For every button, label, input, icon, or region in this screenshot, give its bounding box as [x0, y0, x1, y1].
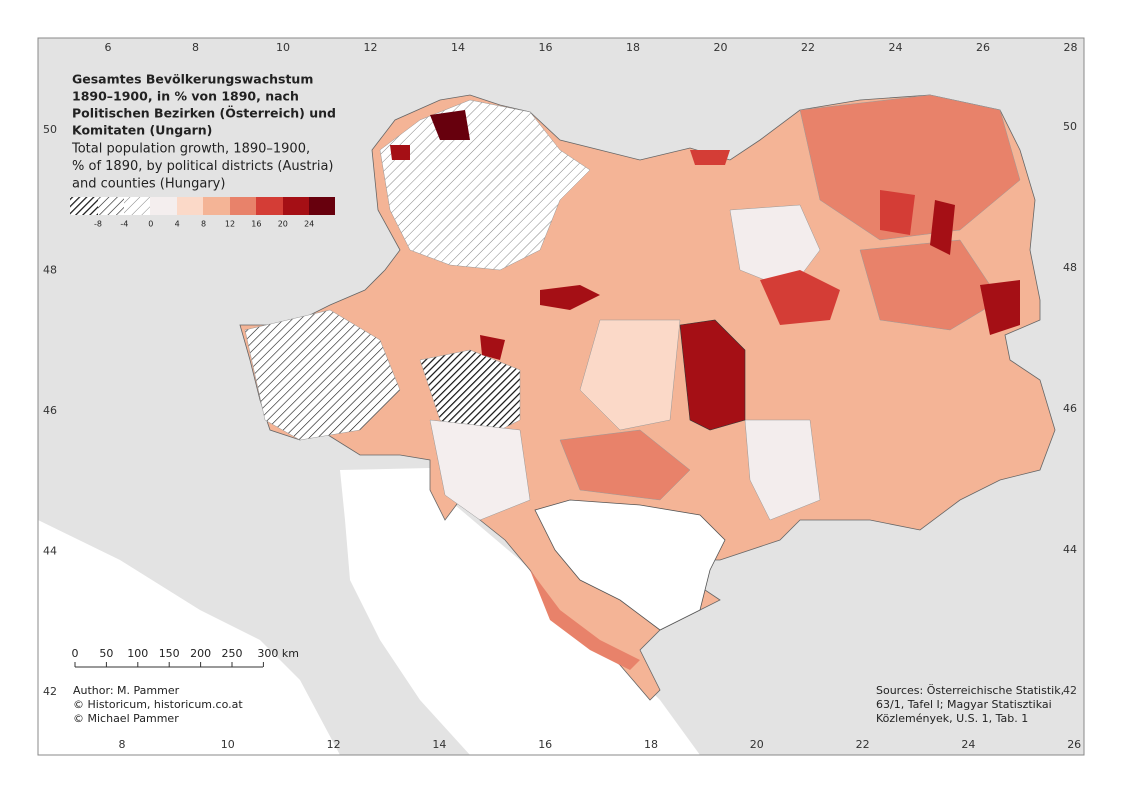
latitude-label: 42: [43, 685, 57, 698]
galicia: [799, 94, 1021, 241]
legend-label: 4: [175, 220, 180, 229]
latitude-label: 46: [43, 404, 57, 417]
longitude-label: 22: [856, 738, 870, 751]
district-mid: [559, 429, 691, 501]
dalmatia: [530, 570, 640, 670]
district-red: [980, 280, 1020, 335]
credit-line: Author: M. Pammer: [73, 684, 180, 697]
longitude-label: 6: [105, 41, 112, 54]
longitude-label: 22: [801, 41, 815, 54]
sea: [38, 520, 340, 755]
longitude-label: 12: [364, 41, 378, 54]
carinthia: [419, 349, 521, 441]
latitude-label: 50: [43, 123, 57, 136]
source-line: Közlemények, U.S. 1, Tab. 1: [876, 712, 1028, 725]
longitude-label: 24: [961, 738, 975, 751]
longitude-label: 8: [119, 738, 126, 751]
legend-label: -4: [120, 220, 128, 229]
district-red: [930, 200, 955, 255]
longitude-label: 18: [644, 738, 658, 751]
longitude-label: 18: [626, 41, 640, 54]
longitude-label: 10: [276, 41, 290, 54]
district-red: [390, 145, 410, 160]
latitude-label: 48: [43, 264, 57, 277]
longitude-label: 14: [451, 41, 465, 54]
longitude-label: 8: [192, 41, 199, 54]
legend-label: 20: [278, 220, 288, 229]
district-red: [760, 270, 840, 325]
longitude-label: 28: [1064, 41, 1078, 54]
legend-label: 16: [251, 220, 261, 229]
title-line: 1890–1900, in % von 1890, nach: [72, 89, 299, 104]
district-pale: [729, 204, 821, 291]
longitude-label: 14: [432, 738, 446, 751]
legend-swatch: [124, 197, 150, 215]
subtitle-line: and counties (Hungary): [72, 177, 225, 192]
map-frame: [37, 37, 1085, 756]
latitude-label: 50: [1063, 120, 1077, 133]
scale-label: 50: [99, 647, 113, 660]
latitude-label: 44: [43, 545, 57, 558]
tyrol: [244, 309, 401, 441]
subtitle-line: % of 1890, by political districts (Austr…: [72, 159, 333, 174]
map: [38, 38, 1084, 755]
scale-label: 0: [72, 647, 79, 660]
longitude-label: 26: [1067, 738, 1081, 751]
district-red: [690, 150, 730, 165]
scale-label: 300 km: [257, 647, 299, 660]
longitude-label: 16: [538, 738, 552, 751]
legend-swatch: [203, 197, 230, 215]
scale-label: 200: [190, 647, 211, 660]
legend: [70, 197, 335, 215]
legend-swatch: [98, 197, 124, 215]
title-line: Politischen Bezirken (Österreich) und: [72, 106, 336, 121]
legend-label: 0: [148, 220, 153, 229]
district-darkest: [430, 110, 470, 140]
legend-swatch: [70, 197, 98, 215]
legend-label: 24: [304, 220, 314, 229]
legend-swatch: [230, 197, 256, 215]
legend-label: -8: [94, 220, 102, 229]
bosnia: [534, 499, 726, 631]
longitude-label: 10: [221, 738, 235, 751]
credit-line: © Historicum, historicum.co.at: [73, 698, 243, 711]
adriatic-sea: [340, 468, 700, 755]
district-light: [579, 319, 681, 431]
scale-label: 250: [222, 647, 243, 660]
district-pale: [744, 419, 821, 521]
latitude-label: 46: [1063, 402, 1077, 415]
credit-line: © Michael Pammer: [73, 712, 179, 725]
legend-swatch: [256, 197, 283, 215]
vienna-region: [540, 285, 600, 310]
subtitle-line: Total population growth, 1890–1900,: [71, 142, 310, 157]
longitude-label: 20: [750, 738, 764, 751]
source-line: Sources: Österreichische Statistik,: [876, 684, 1064, 697]
source-line: 63/1, Tafel I; Magyar Statisztikai: [876, 698, 1052, 711]
carniola: [429, 419, 531, 521]
legend-swatch: [150, 197, 177, 215]
legend-swatch: [283, 197, 309, 215]
scale-label: 100: [127, 647, 148, 660]
legend-swatch: [177, 197, 203, 215]
longitude-label: 26: [976, 41, 990, 54]
scale-label: 150: [159, 647, 180, 660]
budapest-region: [679, 319, 746, 431]
longitude-label: 16: [539, 41, 553, 54]
latitude-label: 48: [1063, 261, 1077, 274]
longitude-label: 24: [889, 41, 903, 54]
legend-label: 12: [225, 220, 235, 229]
legend-label: 8: [201, 220, 206, 229]
legend-swatch: [309, 197, 335, 215]
title-line: Gesamtes Bevölkerungswachstum: [72, 72, 313, 87]
district-red: [480, 335, 505, 360]
district-red: [880, 190, 915, 235]
latitude-label: 44: [1063, 543, 1077, 556]
latitude-label: 42: [1063, 684, 1077, 697]
title-line: Komitaten (Ungarn): [72, 123, 212, 138]
longitude-label: 12: [327, 738, 341, 751]
bohemia: [379, 99, 591, 271]
longitude-label: 20: [714, 41, 728, 54]
